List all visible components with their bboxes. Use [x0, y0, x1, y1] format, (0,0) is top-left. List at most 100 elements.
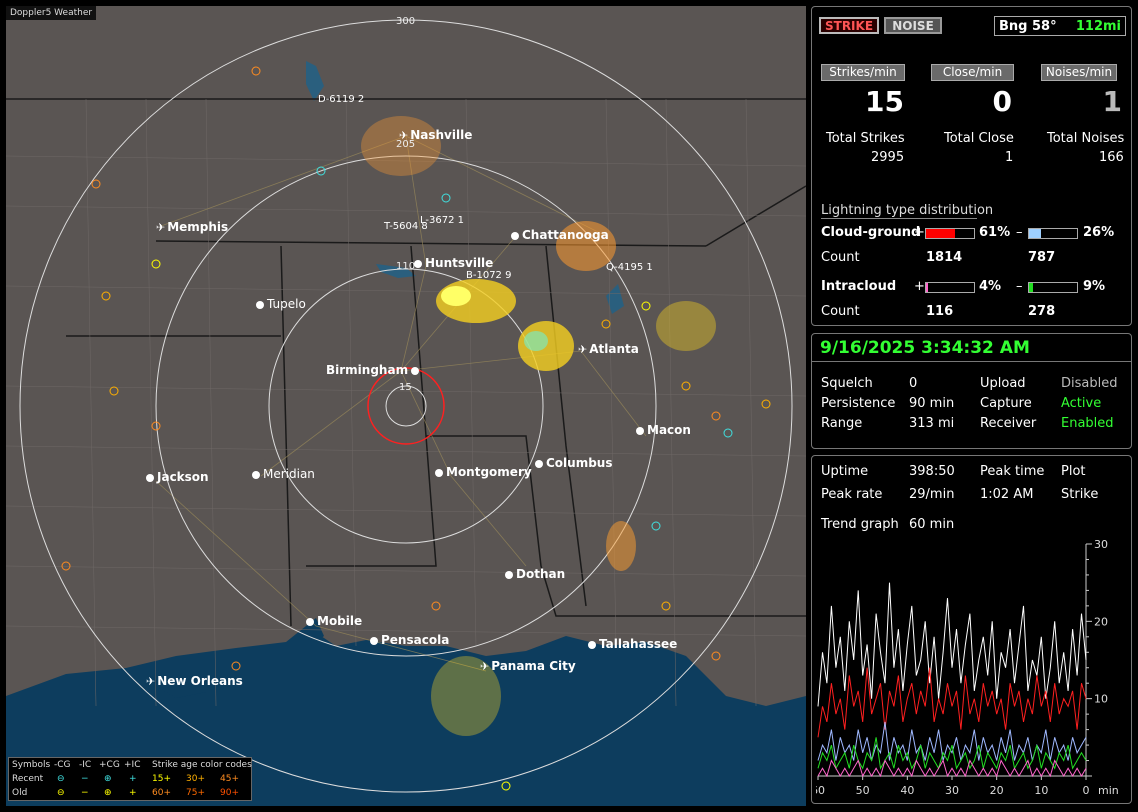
- lightning-map[interactable]: Doppler5 Weather 300 205 110 15 ✈ Nashvil…: [6, 6, 806, 806]
- city-dot-icon: [511, 232, 519, 240]
- ic-minus-pct: 9%: [1083, 279, 1106, 294]
- bearing-readout: Bng 58° 112mi: [994, 16, 1126, 36]
- range-value[interactable]: 313 mi: [909, 416, 955, 431]
- legend-old-label: Old: [12, 788, 28, 798]
- scattered-strikes: [61, 66, 771, 791]
- cg-count-label: Count: [821, 250, 860, 265]
- legend-symbols-label: Symbols: [12, 760, 51, 770]
- receiver-label: Receiver: [980, 416, 1037, 431]
- city-meridian: Meridian: [252, 468, 315, 480]
- close-alarm-ring: [367, 367, 445, 445]
- x-unit-label: min: [1098, 784, 1119, 797]
- airport-icon: ✈: [399, 129, 409, 142]
- cg-plus-pct: 61%: [979, 225, 1011, 240]
- age-15: 15+: [152, 774, 171, 784]
- capture-value[interactable]: Active: [1061, 396, 1102, 411]
- city-memphis: ✈ Memphis: [156, 220, 229, 234]
- distribution-title: Lightning type distribution: [821, 203, 994, 218]
- legend-recent-label: Recent: [12, 774, 44, 784]
- trend-value[interactable]: 60 min: [909, 517, 955, 532]
- x-tick-label: 20: [990, 784, 1004, 797]
- close-per-min-button[interactable]: Close/min: [931, 64, 1014, 81]
- trend-series-1: [817, 667, 1087, 738]
- city-new-orleans: ✈ New Orleans: [146, 674, 243, 688]
- ic-minus-count: 278: [1028, 304, 1056, 319]
- legend-pos-cg: +CG: [99, 760, 120, 770]
- city-montgomery: Montgomery: [435, 466, 532, 478]
- storm-label-l3672[interactable]: L-3672 1: [420, 215, 464, 226]
- datetime: 9/16/2025 3:34:32 AM: [820, 338, 1030, 358]
- storm-label-b1072[interactable]: B-1072 9: [466, 270, 512, 281]
- x-tick-label: 50: [856, 784, 870, 797]
- strikes-per-min-button[interactable]: Strikes/min: [821, 64, 905, 81]
- city-dot-icon: [588, 641, 596, 649]
- strike-cluster-nashville: [361, 116, 441, 176]
- ic-minus-sign: –: [1016, 279, 1023, 294]
- storm-label-t5604[interactable]: T-5604 8: [384, 221, 428, 232]
- strike-mode-button[interactable]: STRIKE: [819, 17, 879, 34]
- x-tick-label: 0: [1083, 784, 1090, 797]
- ic-minus-bar: [1028, 282, 1078, 293]
- cg-minus-count: 787: [1028, 250, 1056, 265]
- trend-panel: Uptime 398:50 Peak time 1:02 AM Plot Str…: [811, 455, 1132, 804]
- range-label-15: 15: [399, 382, 412, 393]
- age-60: 60+: [152, 788, 171, 798]
- squelch-label: Squelch: [821, 376, 873, 391]
- airport-icon: ✈: [480, 660, 490, 673]
- ic-count-label: Count: [821, 304, 860, 319]
- county-lines: [6, 98, 806, 707]
- ic-plus-bar: [925, 282, 975, 293]
- airport-icon: ✈: [578, 343, 588, 356]
- bearing-value: Bng 58°: [999, 19, 1057, 34]
- uptime-value: 398:50: [909, 464, 955, 479]
- strike-cluster-chattanooga: [556, 221, 616, 271]
- trend-series-3: [817, 737, 1087, 770]
- receiver-value[interactable]: Enabled: [1061, 416, 1114, 431]
- neg-cg-old-icon: ⊖: [57, 788, 65, 798]
- pos-ic-old-icon: +: [129, 788, 137, 798]
- neg-cg-recent-icon: ⊖: [57, 774, 65, 784]
- cg-minus-bar-fill: [1029, 229, 1042, 238]
- legend-old-row: Old ⊖ − ⊕ + 60+ 75+ 90+: [9, 788, 251, 801]
- total-strikes-value: 2995: [871, 150, 905, 165]
- strike-cluster-east: [606, 301, 716, 571]
- plot-label: Plot: [1061, 464, 1086, 479]
- capture-label: Capture: [980, 396, 1032, 411]
- cg-label: Cloud-ground: [821, 225, 921, 240]
- storm-label-d6119[interactable]: D-6119 2: [318, 94, 365, 105]
- storm-label-q4195[interactable]: Q-4195 1: [606, 262, 653, 273]
- strike-cluster-gulf: [431, 656, 501, 736]
- close-per-min-value: 0: [992, 85, 1012, 118]
- ic-minus-bar-fill: [1029, 283, 1034, 292]
- x-tick-label: 30: [945, 784, 959, 797]
- city-pensacola: Pensacola: [370, 634, 449, 646]
- persistence-value[interactable]: 90 min: [909, 396, 955, 411]
- pos-cg-recent-icon: ⊕: [104, 774, 112, 784]
- age-30: 30+: [186, 774, 205, 784]
- distance-value: 112mi: [1075, 19, 1121, 34]
- map-title: Doppler5 Weather: [6, 6, 97, 20]
- plot-value[interactable]: Strike: [1061, 487, 1099, 502]
- peak-time-value: 1:02 AM: [980, 487, 1034, 502]
- noises-per-min-button[interactable]: Noises/min: [1041, 64, 1117, 81]
- cg-plus-bar: [925, 228, 975, 239]
- city-dot-icon: [414, 260, 422, 268]
- y-tick-label: 30: [1094, 538, 1108, 551]
- age-45: 45+: [220, 774, 239, 784]
- trend-series-2: [817, 721, 1087, 761]
- lake-kentucky: [306, 61, 324, 101]
- age-75: 75+: [186, 788, 205, 798]
- city-columbus: Columbus: [535, 457, 613, 469]
- lake-pont: [156, 678, 206, 698]
- neg-ic-old-icon: −: [81, 788, 89, 798]
- city-dot-icon: [252, 471, 260, 479]
- noises-per-min-value: 1: [1102, 85, 1122, 118]
- noise-mode-button[interactable]: NOISE: [884, 17, 942, 34]
- city-dothan: Dothan: [505, 568, 565, 580]
- upload-value[interactable]: Disabled: [1061, 376, 1118, 391]
- neg-ic-recent-icon: −: [81, 774, 89, 784]
- squelch-value[interactable]: 0: [909, 376, 918, 391]
- ic-plus-pct: 4%: [979, 279, 1002, 294]
- peak-rate-value: 29/min: [909, 487, 955, 502]
- city-dot-icon: [411, 367, 420, 375]
